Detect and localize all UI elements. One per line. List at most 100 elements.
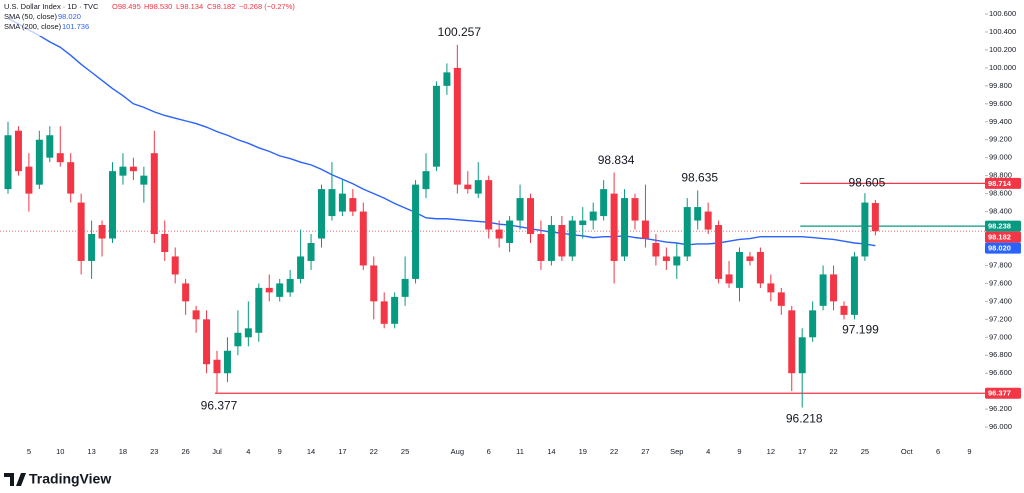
candle-body xyxy=(182,283,190,302)
candle-body xyxy=(359,211,367,266)
candle-body xyxy=(349,198,357,212)
x-tick-label: 18 xyxy=(119,447,127,456)
candle-body xyxy=(840,305,848,315)
candle-body xyxy=(746,256,754,261)
candle-body xyxy=(297,256,305,279)
candle-body xyxy=(25,166,33,194)
x-tick-label: 13 xyxy=(87,447,95,456)
price-annotation: 98.834 xyxy=(598,153,635,167)
x-tick-label: 11 xyxy=(516,447,524,456)
x-tick-label: Aug xyxy=(451,447,464,456)
y-tick-label: 99.600 xyxy=(989,99,1012,108)
candle-body xyxy=(641,220,649,239)
legend-backdrop xyxy=(0,0,330,36)
y-tick-label: 97.400 xyxy=(989,296,1012,305)
y-tick-label: 96.200 xyxy=(989,404,1012,413)
candle-body xyxy=(244,328,252,338)
candle-body xyxy=(736,251,743,288)
y-tick-label: 100.400 xyxy=(989,27,1016,36)
candle-body xyxy=(453,67,461,185)
candle-body xyxy=(558,225,566,257)
price-tag xyxy=(985,387,1021,399)
candle-body xyxy=(600,189,608,217)
x-tick-label: 22 xyxy=(829,447,837,456)
candle-body xyxy=(56,153,64,163)
y-tick-label: 96.600 xyxy=(989,368,1012,377)
x-tick-label: 5 xyxy=(27,447,31,456)
x-tick-label: 26 xyxy=(181,447,189,456)
x-tick-label: 25 xyxy=(401,447,409,456)
brand-logo xyxy=(4,473,26,486)
y-tick-label: 99.200 xyxy=(989,135,1012,144)
y-tick-label: 99.800 xyxy=(989,81,1012,90)
x-tick-label: 6 xyxy=(487,447,491,456)
y-tick-label: 98.600 xyxy=(989,189,1012,198)
x-tick-label: 6 xyxy=(936,447,940,456)
candle-body xyxy=(443,72,451,86)
candle-body xyxy=(234,332,242,347)
candle-body xyxy=(485,180,493,230)
candle-body xyxy=(850,256,858,315)
candle-body xyxy=(662,256,670,261)
y-tick-label: 100.000 xyxy=(989,63,1016,72)
candle-body xyxy=(694,207,702,221)
price-tag-label: 98.182 xyxy=(988,233,1011,242)
candle-body xyxy=(527,198,534,235)
price-tag xyxy=(985,242,1021,254)
candle-body xyxy=(725,274,733,284)
sma-legend-value: 98.020 xyxy=(58,12,81,21)
candle-body xyxy=(119,166,127,176)
candle-body xyxy=(286,278,294,293)
x-tick-label: 22 xyxy=(610,447,618,456)
candle-body xyxy=(756,251,764,284)
y-tick-label: 97.600 xyxy=(989,278,1012,287)
sma-legend-name: SMA (50, close) xyxy=(4,12,57,21)
candle-body xyxy=(265,287,273,293)
candle-body xyxy=(380,301,388,324)
candle-body xyxy=(98,225,106,239)
candle-body xyxy=(568,220,576,257)
y-tick-label: 98.800 xyxy=(989,171,1012,180)
candle-body xyxy=(516,198,524,221)
candle-body xyxy=(683,207,691,257)
sma-line xyxy=(7,17,876,247)
price-annotation: 97.199 xyxy=(842,323,879,337)
ohlc-value: O98.495 xyxy=(112,2,141,11)
candle-body xyxy=(704,211,712,230)
x-tick-label: 19 xyxy=(579,447,587,456)
price-annotation: 98.605 xyxy=(849,175,886,189)
candle-body xyxy=(871,203,879,232)
ohlc-value: −0.268 (−0.27%) xyxy=(239,2,295,11)
price-tag xyxy=(985,220,1021,232)
price-annotation: 96.377 xyxy=(201,398,238,412)
y-tick-label: 97.000 xyxy=(989,332,1012,341)
candle-body xyxy=(307,243,315,261)
x-tick-label: 12 xyxy=(767,447,775,456)
candle-body xyxy=(621,198,629,257)
x-tick-label: 10 xyxy=(56,447,64,456)
sma-legend-value: 101.736 xyxy=(62,22,89,31)
x-tick-label: 9 xyxy=(278,447,282,456)
y-tick-label: 96.800 xyxy=(989,350,1012,359)
price-tag-label: 98.238 xyxy=(988,222,1011,231)
candle-body xyxy=(67,162,75,194)
symbol-title: U.S. Dollar Index · 1D · TVC xyxy=(4,2,99,11)
candle-body xyxy=(150,153,158,235)
candle-body xyxy=(171,256,179,275)
candle-body xyxy=(547,225,555,261)
candle-body xyxy=(338,193,346,212)
x-tick-label: Sep xyxy=(670,447,683,456)
ohlc-value: H98.530 xyxy=(144,2,172,11)
candle-body xyxy=(788,310,796,374)
price-tag xyxy=(985,177,1021,189)
candle-body xyxy=(777,292,785,306)
candle-body xyxy=(422,171,430,190)
x-tick-label: 4 xyxy=(706,447,710,456)
candle-body xyxy=(213,359,221,374)
candle-body xyxy=(495,229,503,239)
x-tick-label: 27 xyxy=(641,447,649,456)
candle-body xyxy=(412,184,420,279)
sma-legend-name: SMA (200, close) xyxy=(4,22,62,31)
price-annotation: 98.635 xyxy=(681,171,718,185)
candle-body xyxy=(203,319,211,365)
